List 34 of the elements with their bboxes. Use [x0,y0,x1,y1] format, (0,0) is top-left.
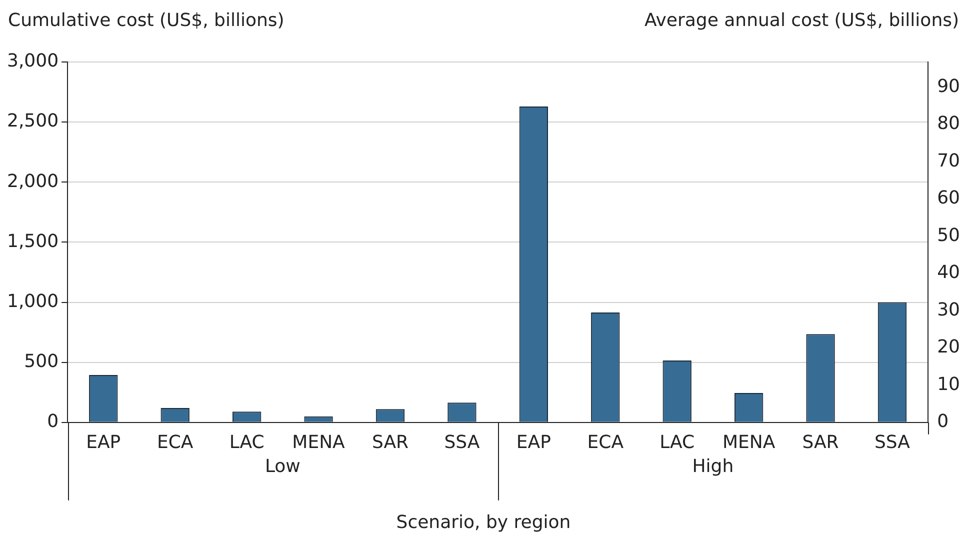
x-tick-label: SAR [802,432,839,453]
x-tick-label: LAC [229,432,264,453]
x-tick-label: LAC [660,432,695,453]
y-axis-title: Cumulative cost (US$, billions) [8,10,284,31]
y2-tick-label: 90 [937,76,960,97]
y-tick-label: 500 [24,351,59,372]
y-tick-label: 1,000 [7,290,59,312]
x-tick-label: MENA [722,432,776,453]
y2-tick-label: 50 [937,224,960,246]
y2-tick-label: 60 [937,188,960,209]
y2-tick-label: 70 [937,150,960,172]
text: Low [264,456,300,478]
x-tick-label: ECA [156,432,194,453]
y2-tick-label: 80 [937,113,960,134]
y-tick-label: 3,000 [7,50,59,72]
x-tick-label: SAR [372,432,409,453]
x-tick-label: MENA [292,432,346,453]
x-axis-title: Scenario, by region [395,512,572,533]
y2-axis-title: Average annual cost (US$, billions) [644,10,959,31]
y-tick-label: 0 [47,411,59,432]
y2-tick-label: 40 [937,262,960,284]
x-tick-label: SSA [444,432,480,453]
x-tick-label: ECA [587,432,624,453]
y-tick-label: 1,500 [7,230,59,252]
x-tick-label: EAP [86,432,121,453]
y2-tick-label: 30 [937,299,960,320]
x-tick-label: SSA [874,432,911,453]
y2-tick-label: 0 [937,411,949,432]
x-tick-label: EAP [516,432,552,453]
y-tick-label: 2,000 [7,170,59,192]
y2-tick-label: 20 [937,336,960,358]
y-tick-label: 2,500 [7,110,59,132]
text: High [692,456,734,478]
y2-tick-label: 10 [937,374,960,395]
